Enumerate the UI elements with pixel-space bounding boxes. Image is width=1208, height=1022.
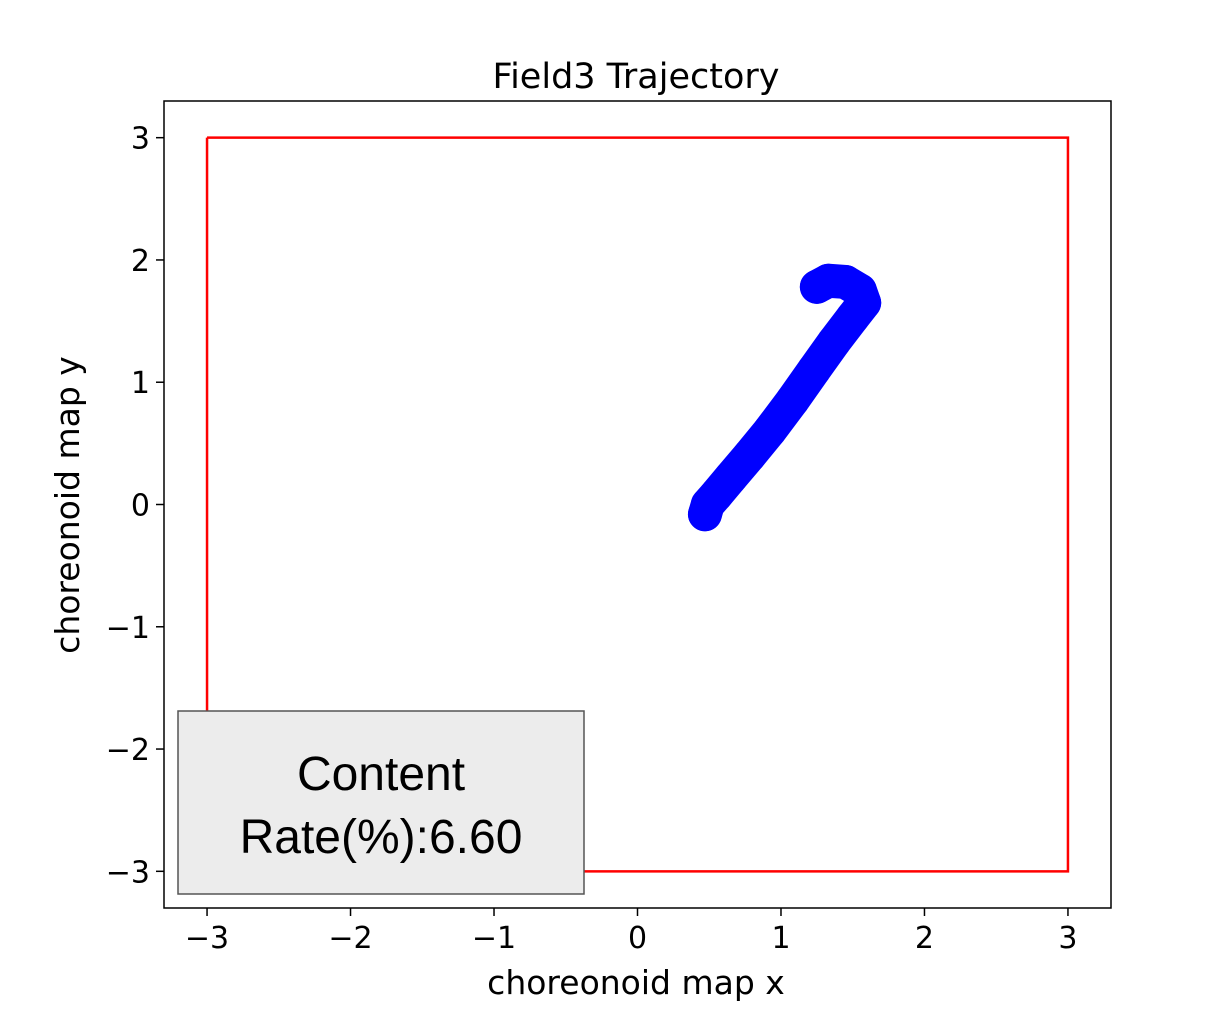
trajectory-point	[752, 414, 787, 449]
y-tick-label: −1	[106, 611, 150, 646]
trajectory-point	[817, 324, 852, 359]
x-tick-label: −2	[328, 921, 372, 956]
x-tick-label: 0	[628, 921, 647, 956]
trajectory-point	[799, 269, 834, 304]
trajectory-series	[687, 263, 882, 532]
y-tick-label: 1	[131, 366, 150, 401]
y-tick-label: 3	[131, 122, 150, 157]
x-tick-label: 2	[915, 921, 934, 956]
annotation-line-2: Rate(%):6.60	[240, 811, 523, 864]
annotation-background	[177, 710, 585, 895]
y-tick-label: 0	[131, 489, 150, 524]
trajectory-point	[732, 438, 767, 473]
y-axis-label: choreonoid map y	[48, 356, 87, 654]
x-tick-label: −1	[472, 921, 516, 956]
annotation-line-1: Content	[297, 748, 465, 801]
x-tick-label: −3	[185, 921, 229, 956]
y-tick-label: −3	[106, 855, 150, 890]
chart-title: Field3 Trajectory	[493, 57, 780, 97]
x-tick-label: 1	[771, 921, 790, 956]
y-tick-label: 2	[131, 244, 150, 279]
trajectory-point	[775, 383, 810, 418]
x-tick-label: 3	[1058, 921, 1077, 956]
plot-content	[205, 136, 1070, 873]
y-tick-label: −2	[106, 733, 150, 768]
annotation-box: Content Rate(%):6.60	[177, 710, 585, 895]
y-ticks: −3 −2 −1 0 1 2 3	[106, 122, 164, 890]
x-axis-label: choreonoid map x	[487, 963, 785, 1002]
boundary-line	[205, 136, 1070, 873]
trajectory-point	[796, 353, 831, 387]
x-ticks: −3 −2 −1 0 1 2 3	[185, 908, 1078, 956]
